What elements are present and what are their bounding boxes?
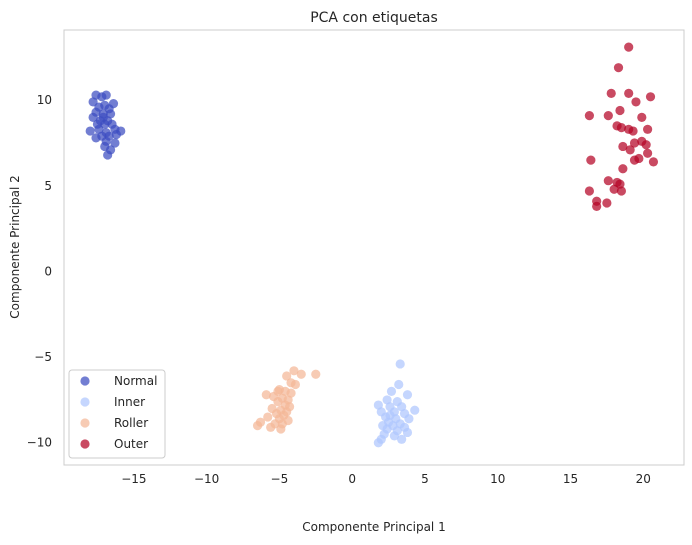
x-axis-ticks: −15 −10 −5 0 5 10 15 20 bbox=[121, 472, 651, 486]
legend-box bbox=[68, 369, 166, 459]
point-outer bbox=[602, 198, 612, 208]
point-roller bbox=[263, 412, 273, 422]
point-roller bbox=[252, 421, 263, 431]
point-normal bbox=[88, 112, 98, 122]
point-outer bbox=[592, 201, 602, 211]
point-outer bbox=[641, 140, 651, 150]
point-normal bbox=[103, 150, 113, 160]
legend-label-normal: Normal bbox=[114, 374, 157, 388]
point-outer bbox=[637, 112, 647, 122]
chart-title: PCA con etiquetas bbox=[310, 10, 438, 26]
x-tick-label: −10 bbox=[194, 472, 219, 486]
y-axis-ticks: −10 −5 0 5 10 bbox=[27, 93, 52, 450]
x-tick-label: 20 bbox=[636, 472, 651, 486]
point-roller bbox=[273, 386, 283, 396]
point-inner bbox=[389, 431, 399, 441]
point-outer bbox=[584, 111, 594, 121]
point-inner bbox=[394, 379, 404, 390]
x-tick-label: 10 bbox=[490, 472, 505, 486]
data-points bbox=[85, 42, 659, 448]
legend-marker-outer bbox=[80, 439, 90, 449]
point-normal bbox=[91, 133, 101, 143]
point-inner bbox=[410, 405, 420, 415]
point-outer bbox=[603, 176, 613, 186]
legend-label-inner: Inner bbox=[114, 395, 145, 409]
legend-label-outer: Outer bbox=[114, 437, 148, 451]
point-outer bbox=[643, 124, 653, 134]
point-inner bbox=[385, 410, 395, 420]
x-tick-label: 15 bbox=[563, 472, 578, 486]
point-outer bbox=[625, 145, 635, 155]
point-inner bbox=[397, 434, 407, 444]
point-outer bbox=[612, 121, 622, 131]
point-outer bbox=[584, 186, 594, 196]
y-tick-label: −5 bbox=[34, 350, 52, 364]
point-normal bbox=[85, 126, 95, 136]
point-roller bbox=[273, 397, 283, 407]
point-outer bbox=[643, 148, 653, 158]
point-inner bbox=[386, 386, 397, 396]
x-tick-label: −15 bbox=[121, 472, 146, 486]
plot-area bbox=[63, 29, 685, 466]
y-tick-label: −10 bbox=[27, 436, 52, 450]
x-axis-label: Componente Principal 1 bbox=[302, 520, 445, 534]
y-tick-label: 5 bbox=[44, 179, 52, 193]
y-tick-label: 0 bbox=[44, 264, 52, 278]
point-normal bbox=[101, 90, 111, 100]
point-outer bbox=[618, 141, 628, 152]
point-roller bbox=[311, 369, 321, 379]
point-outer bbox=[615, 105, 625, 116]
point-normal bbox=[108, 99, 119, 109]
point-outer bbox=[628, 126, 638, 136]
point-outer bbox=[645, 92, 656, 102]
legend-marker-normal bbox=[80, 376, 90, 386]
point-outer bbox=[609, 184, 619, 194]
point-roller bbox=[282, 371, 292, 381]
point-outer bbox=[624, 88, 634, 98]
point-roller bbox=[296, 369, 306, 379]
point-outer bbox=[618, 164, 628, 174]
point-outer bbox=[603, 111, 613, 121]
legend: Normal Inner Roller Outer bbox=[68, 369, 166, 459]
x-tick-label: −5 bbox=[271, 472, 289, 486]
point-roller bbox=[266, 422, 276, 432]
point-roller bbox=[290, 379, 301, 390]
point-outer bbox=[616, 186, 627, 196]
point-outer bbox=[613, 63, 624, 73]
point-roller bbox=[261, 390, 271, 400]
point-outer bbox=[629, 138, 640, 148]
point-normal bbox=[110, 138, 120, 148]
point-outer bbox=[629, 155, 640, 165]
point-outer bbox=[586, 155, 596, 165]
point-inner bbox=[395, 359, 405, 369]
point-outer bbox=[631, 97, 641, 107]
legend-marker-roller bbox=[80, 418, 90, 428]
legend-label-roller: Roller bbox=[114, 416, 148, 430]
point-outer bbox=[648, 157, 659, 167]
point-normal bbox=[111, 129, 121, 140]
point-outer bbox=[606, 88, 616, 98]
point-inner bbox=[404, 414, 414, 424]
point-roller bbox=[289, 366, 299, 376]
point-outer bbox=[624, 42, 634, 52]
x-tick-label: 0 bbox=[348, 472, 356, 486]
y-axis-label: Componente Principal 2 bbox=[8, 175, 22, 318]
point-inner bbox=[402, 390, 413, 400]
point-inner bbox=[402, 427, 413, 438]
point-inner bbox=[373, 438, 383, 448]
legend-marker-inner bbox=[80, 397, 90, 407]
point-roller bbox=[276, 424, 286, 434]
point-normal bbox=[98, 112, 108, 122]
x-tick-label: 5 bbox=[421, 472, 429, 486]
y-tick-label: 10 bbox=[37, 93, 52, 107]
